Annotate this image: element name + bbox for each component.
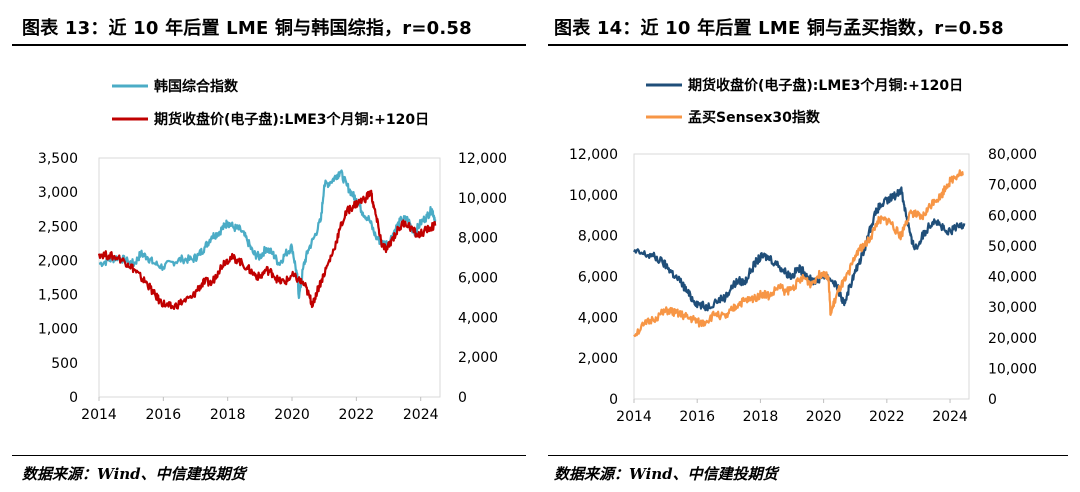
left-tick-label: 3,000 [38,185,78,201]
source-note: 数据来源：Wind、中信建投期货 [554,465,778,483]
left-tick-label: 0 [69,390,78,406]
series-line [97,189,437,310]
right-tick-label: 20,000 [988,331,1037,347]
plot-frame [633,153,970,400]
right-tick-label: 12,000 [458,151,507,167]
right-tick-label: 2,000 [458,350,498,366]
x-tick-label: 2014 [81,407,117,423]
x-tick-label: 2022 [339,407,375,423]
series-line [633,186,966,312]
left-tick-label: 10,000 [569,188,618,204]
title-rule [548,44,1068,46]
right-tick-label: 0 [988,392,997,408]
legend-label: 孟买Sensex30指数 [688,109,821,126]
legend-label: 期货收盘价(电子盘):LME3个月铜:+120日 [688,77,963,94]
source-note: 数据来源：Wind、中信建投期货 [22,465,246,483]
series-line [98,169,437,300]
source-rule [12,455,526,456]
x-tick-label: 2024 [403,407,439,423]
left-tick-label: 6,000 [578,270,618,286]
right-tick-label: 30,000 [988,300,1037,316]
figure-title: 图表 14：近 10 年后置 LME 铜与孟买指数，r=0.58 [554,18,1004,39]
series-line [633,169,964,338]
x-tick-label: 2020 [806,409,842,425]
right-tick-label: 4,000 [458,310,498,326]
x-tick-label: 2016 [679,409,715,425]
left-tick-label: 500 [51,356,78,372]
left-tick-label: 1,000 [38,322,78,338]
title-rule [12,44,526,46]
x-tick-label: 2024 [932,409,968,425]
right-tick-label: 10,000 [988,361,1037,377]
left-tick-label: 2,000 [578,351,618,367]
left-tick-label: 1,500 [38,288,78,304]
right-tick-label: 80,000 [988,147,1037,163]
chart-figure-14: 0 2,000 4,000 6,000 8,000 10,000 12,000 0 10,000… [569,77,1037,425]
left-tick-label: 12,000 [569,147,618,163]
plot-frame [98,157,441,398]
right-tick-label: 10,000 [458,191,507,207]
x-tick-label: 2018 [743,409,779,425]
figure-13: 图表 13：近 10 年后置 LME 铜与韩国综指，r=0.58 0 500 1,0… [0,0,532,492]
left-tick-label: 8,000 [578,229,618,245]
source-rule [548,455,1068,456]
x-tick-label: 2014 [616,409,652,425]
right-tick-label: 0 [458,390,467,406]
left-tick-label: 3,500 [38,151,78,167]
x-tick-label: 2020 [274,407,310,423]
right-tick-label: 6,000 [458,271,498,287]
right-tick-label: 40,000 [988,270,1037,286]
figure-title: 图表 13：近 10 年后置 LME 铜与韩国综指，r=0.58 [22,18,472,39]
x-tick-label: 2022 [869,409,905,425]
right-tick-label: 8,000 [458,231,498,247]
right-tick-label: 60,000 [988,208,1037,224]
legend-label: 韩国综合指数 [154,78,239,95]
right-tick-label: 50,000 [988,239,1037,255]
legend-label: 期货收盘价(电子盘):LME3个月铜:+120日 [154,111,429,128]
left-tick-label: 4,000 [578,310,618,326]
figure-14: 图表 14：近 10 年后置 LME 铜与孟买指数，r=0.58 0 2,000 4… [548,0,1080,492]
x-tick-label: 2016 [146,407,182,423]
left-tick-label: 2,000 [38,253,78,269]
right-tick-label: 70,000 [988,178,1037,194]
x-tick-label: 2018 [210,407,246,423]
left-tick-label: 0 [609,392,618,408]
left-tick-label: 2,500 [38,219,78,235]
chart-figure-13: 0 500 1,000 1,500 2,000 2,500 3,000 3,500 0 2,000… [38,78,507,423]
